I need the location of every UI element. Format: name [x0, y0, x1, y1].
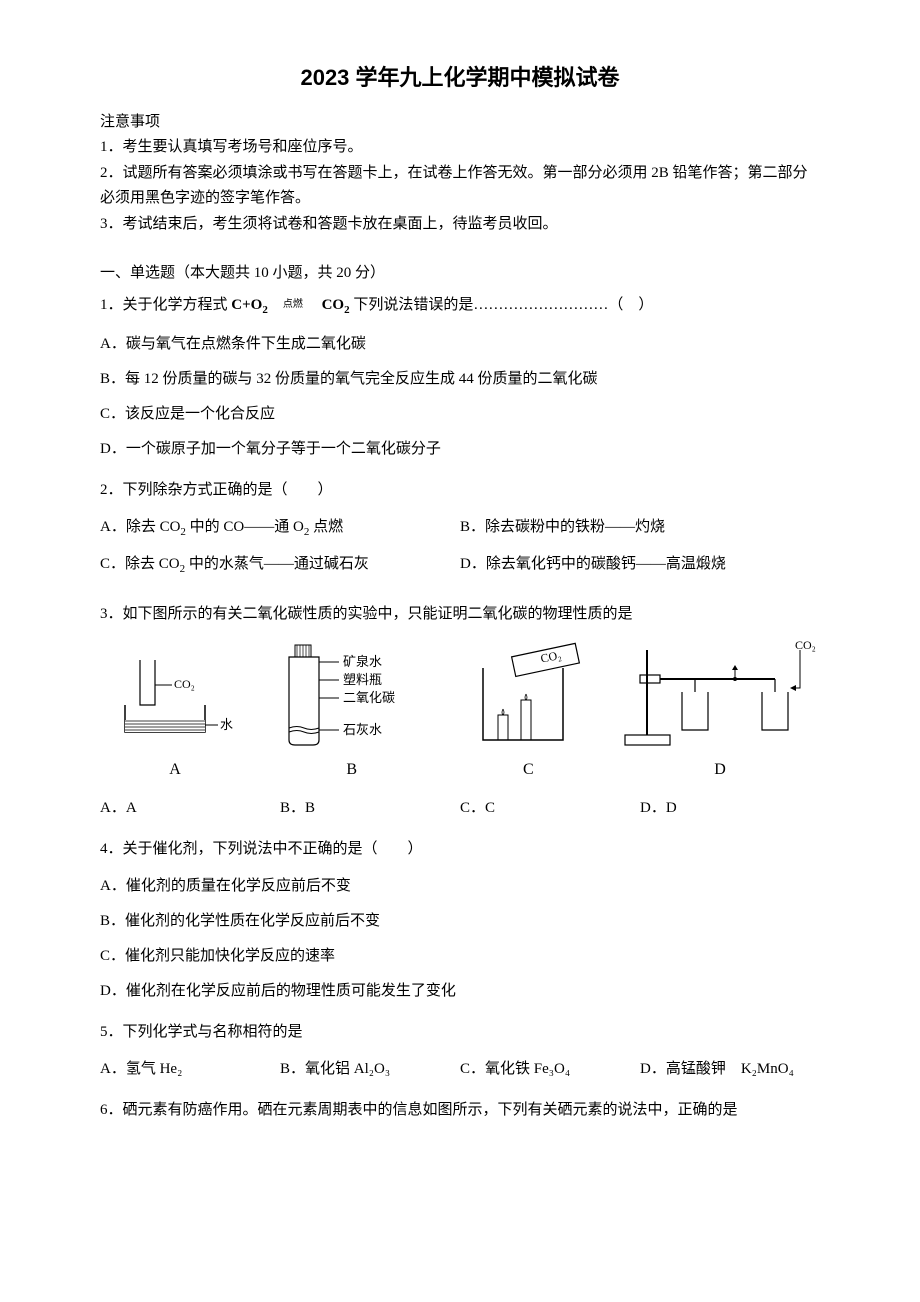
figure-b: 矿泉水 塑料瓶 二氧化碳 石灰水: [267, 640, 437, 750]
figure-d-svg: CO₂: [620, 640, 820, 750]
q2c-suf: 中的水蒸气——通过碱石灰: [185, 556, 369, 572]
figure-a-label: A: [100, 756, 250, 785]
svg-text:CO₂: CO₂: [795, 640, 816, 652]
q3-label-row: A B C D: [100, 756, 820, 785]
q3-option-b: B．B: [280, 795, 460, 822]
q5-options: A．氢气 He₂ B．氧化铝 Al₂O₃ C．氧化铁 Fe₃O₄ D．高锰酸钾 …: [100, 1056, 820, 1083]
svg-text:CO₂: CO₂: [174, 677, 195, 691]
q4-stem: 4．关于催化剂，下列说法中不正确的是（ ）: [100, 836, 820, 863]
svg-text:二氧化碳: 二氧化碳: [343, 690, 395, 705]
q3-stem: 3．如下图所示的有关二氧化碳性质的实验中，只能证明二氧化碳的物理性质的是: [100, 601, 820, 628]
q3-options: A．A B．B C．C D．D: [100, 795, 820, 822]
q4-option-d: D．催化剂在化学反应前后的物理性质可能发生了变化: [100, 978, 820, 1005]
svg-text:矿泉水: 矿泉水: [343, 654, 382, 669]
q1-option-b: B．每 12 份质量的碳与 32 份质量的氧气完全反应生成 44 份质量的二氧化…: [100, 366, 820, 393]
exam-page: 2023 学年九上化学期中模拟试卷 注意事项 1．考生要认真填写考场号和座位序号…: [0, 0, 920, 1302]
svg-text:塑料瓶: 塑料瓶: [343, 672, 382, 687]
q1-option-d: D．一个碳原子加一个氧分子等于一个二氧化碳分子: [100, 436, 820, 463]
q1-option-c: C．该反应是一个化合反应: [100, 401, 820, 428]
q2c-pre: C．除去 CO: [100, 556, 180, 572]
q2-option-c: C．除去 CO2 中的水蒸气——通过碱石灰: [100, 551, 460, 580]
q2a-pre: A．除去 CO: [100, 519, 180, 535]
ignite-condition: 点燃: [268, 300, 318, 310]
q1-eq-right: CO: [318, 297, 344, 313]
q2-option-b: B．除去碳粉中的铁粉——灼烧: [460, 514, 820, 543]
notice-heading: 注意事项: [100, 110, 820, 131]
notice-item-2: 2．试题所有答案必须填涂或书写在答题卡上，在试卷上作答无效。第一部分必须用 2B…: [100, 161, 820, 212]
q3-figure-row: CO₂ 水 矿泉水: [100, 640, 820, 750]
q5-option-a: A．氢气 He₂: [100, 1056, 280, 1083]
ignite-text: 点燃: [283, 299, 303, 310]
svg-text:CO₂: CO₂: [540, 648, 563, 666]
svg-text:水: 水: [220, 717, 233, 732]
figure-d-label: D: [620, 756, 820, 785]
q1-stem-prefix: 1．关于化学方程式: [100, 297, 231, 313]
q2a-mid: 中的 CO——通 O: [186, 519, 304, 535]
question-5: 5．下列化学式与名称相符的是 A．氢气 He₂ B．氧化铝 Al₂O₃ C．氧化…: [100, 1019, 820, 1083]
q5-option-c: C．氧化铁 Fe₃O₄: [460, 1056, 640, 1083]
q3-option-a: A．A: [100, 795, 280, 822]
q2-stem: 2．下列除杂方式正确的是（ ）: [100, 477, 820, 504]
q2-option-d: D．除去氧化钙中的碳酸钙——高温煅烧: [460, 551, 820, 580]
page-title: 2023 学年九上化学期中模拟试卷: [100, 60, 820, 92]
figure-b-label: B: [267, 756, 437, 785]
figure-c-svg: CO₂: [453, 640, 593, 750]
q5-option-b: B．氧化铝 Al₂O₃: [280, 1056, 460, 1083]
q3-option-c: C．C: [460, 795, 640, 822]
figure-a: CO₂ 水: [100, 650, 250, 750]
q5-stem: 5．下列化学式与名称相符的是: [100, 1019, 820, 1046]
question-6: 6．硒元素有防癌作用。硒在元素周期表中的信息如图所示，下列有关硒元素的说法中，正…: [100, 1097, 820, 1124]
q5-option-d: D．高锰酸钾 K₂MnO₄: [640, 1056, 820, 1083]
section-1-heading: 一、单选题（本大题共 10 小题，共 20 分）: [100, 261, 820, 282]
q1-stem: 1．关于化学方程式 C+O2点燃 CO2 下列说法错误的是………………………（ …: [100, 292, 820, 321]
q2a-suf: 点燃: [309, 519, 343, 535]
q4-option-a: A．催化剂的质量在化学反应前后不变: [100, 873, 820, 900]
figure-d: CO₂: [620, 640, 820, 750]
q4-option-b: B．催化剂的化学性质在化学反应前后不变: [100, 908, 820, 935]
svg-text:石灰水: 石灰水: [343, 722, 382, 737]
question-3: 3．如下图所示的有关二氧化碳性质的实验中，只能证明二氧化碳的物理性质的是 CO₂: [100, 601, 820, 822]
q4-option-c: C．催化剂只能加快化学反应的速率: [100, 943, 820, 970]
q1-eq-left: C+O: [231, 297, 262, 313]
notice-item-3: 3．考试结束后，考生须将试卷和答题卡放在桌面上，待监考员收回。: [100, 212, 820, 238]
question-1: 1．关于化学方程式 C+O2点燃 CO2 下列说法错误的是………………………（ …: [100, 292, 820, 463]
figure-c: CO₂: [453, 640, 603, 750]
q3-option-d: D．D: [640, 795, 820, 822]
notice-item-1: 1．考生要认真填写考场号和座位序号。: [100, 135, 820, 161]
figure-c-label: C: [453, 756, 603, 785]
q6-stem: 6．硒元素有防癌作用。硒在元素周期表中的信息如图所示，下列有关硒元素的说法中，正…: [100, 1097, 820, 1124]
question-2: 2．下列除杂方式正确的是（ ） A．除去 CO2 中的 CO——通 O2 点燃 …: [100, 477, 820, 588]
figure-b-svg: 矿泉水 塑料瓶 二氧化碳 石灰水: [267, 640, 437, 750]
q1-stem-suffix: 下列说法错误的是………………………（ ）: [350, 297, 654, 313]
q2-option-a: A．除去 CO2 中的 CO——通 O2 点燃: [100, 514, 460, 543]
figure-a-svg: CO₂ 水: [100, 650, 240, 750]
q1-option-a: A．碳与氧气在点燃条件下生成二氧化碳: [100, 331, 820, 358]
question-4: 4．关于催化剂，下列说法中不正确的是（ ） A．催化剂的质量在化学反应前后不变 …: [100, 836, 820, 1005]
